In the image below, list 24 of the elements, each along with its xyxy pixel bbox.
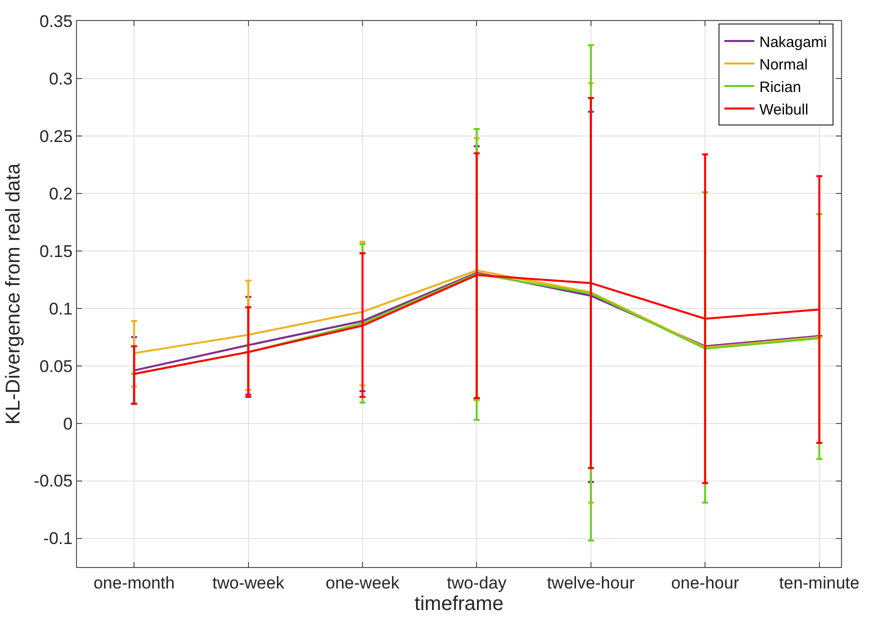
y-tick-label: 0.2 — [48, 184, 73, 204]
legend-label: Weibull — [759, 101, 808, 118]
legend-label: Normal — [759, 56, 808, 74]
y-tick-label: 0.15 — [40, 242, 73, 261]
y-tick-label: -0.1 — [43, 529, 73, 548]
x-tick-label: two-week — [212, 573, 285, 592]
x-tick-label: one-week — [326, 573, 400, 592]
y-tick-label: 0.05 — [40, 356, 73, 376]
y-tick-label: 0.3 — [48, 69, 73, 88]
x-axis-title: timeframe — [414, 592, 504, 615]
x-tick-label: ten-minute — [779, 573, 860, 592]
y-tick-label: 0 — [63, 414, 73, 434]
y-axis-title: KL-Divergence from real data — [2, 162, 24, 425]
x-tick-label: two-day — [446, 573, 507, 592]
x-tick-label: twelve-hour — [546, 573, 636, 592]
y-tick-label: 0.1 — [48, 299, 73, 318]
legend-label: Rician — [759, 78, 802, 96]
legend-label: Nakagami — [759, 34, 827, 51]
y-tick-label: -0.05 — [34, 472, 73, 491]
y-tick-label: 0.25 — [40, 126, 73, 146]
x-tick-label: one-month — [93, 573, 175, 592]
y-tick-label: 0.35 — [40, 12, 73, 31]
x-tick-label: one-hour — [671, 573, 740, 592]
line-series — [133, 269, 820, 354]
